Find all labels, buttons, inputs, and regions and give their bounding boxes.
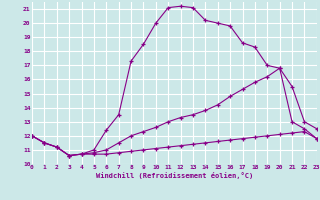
X-axis label: Windchill (Refroidissement éolien,°C): Windchill (Refroidissement éolien,°C) <box>96 172 253 179</box>
